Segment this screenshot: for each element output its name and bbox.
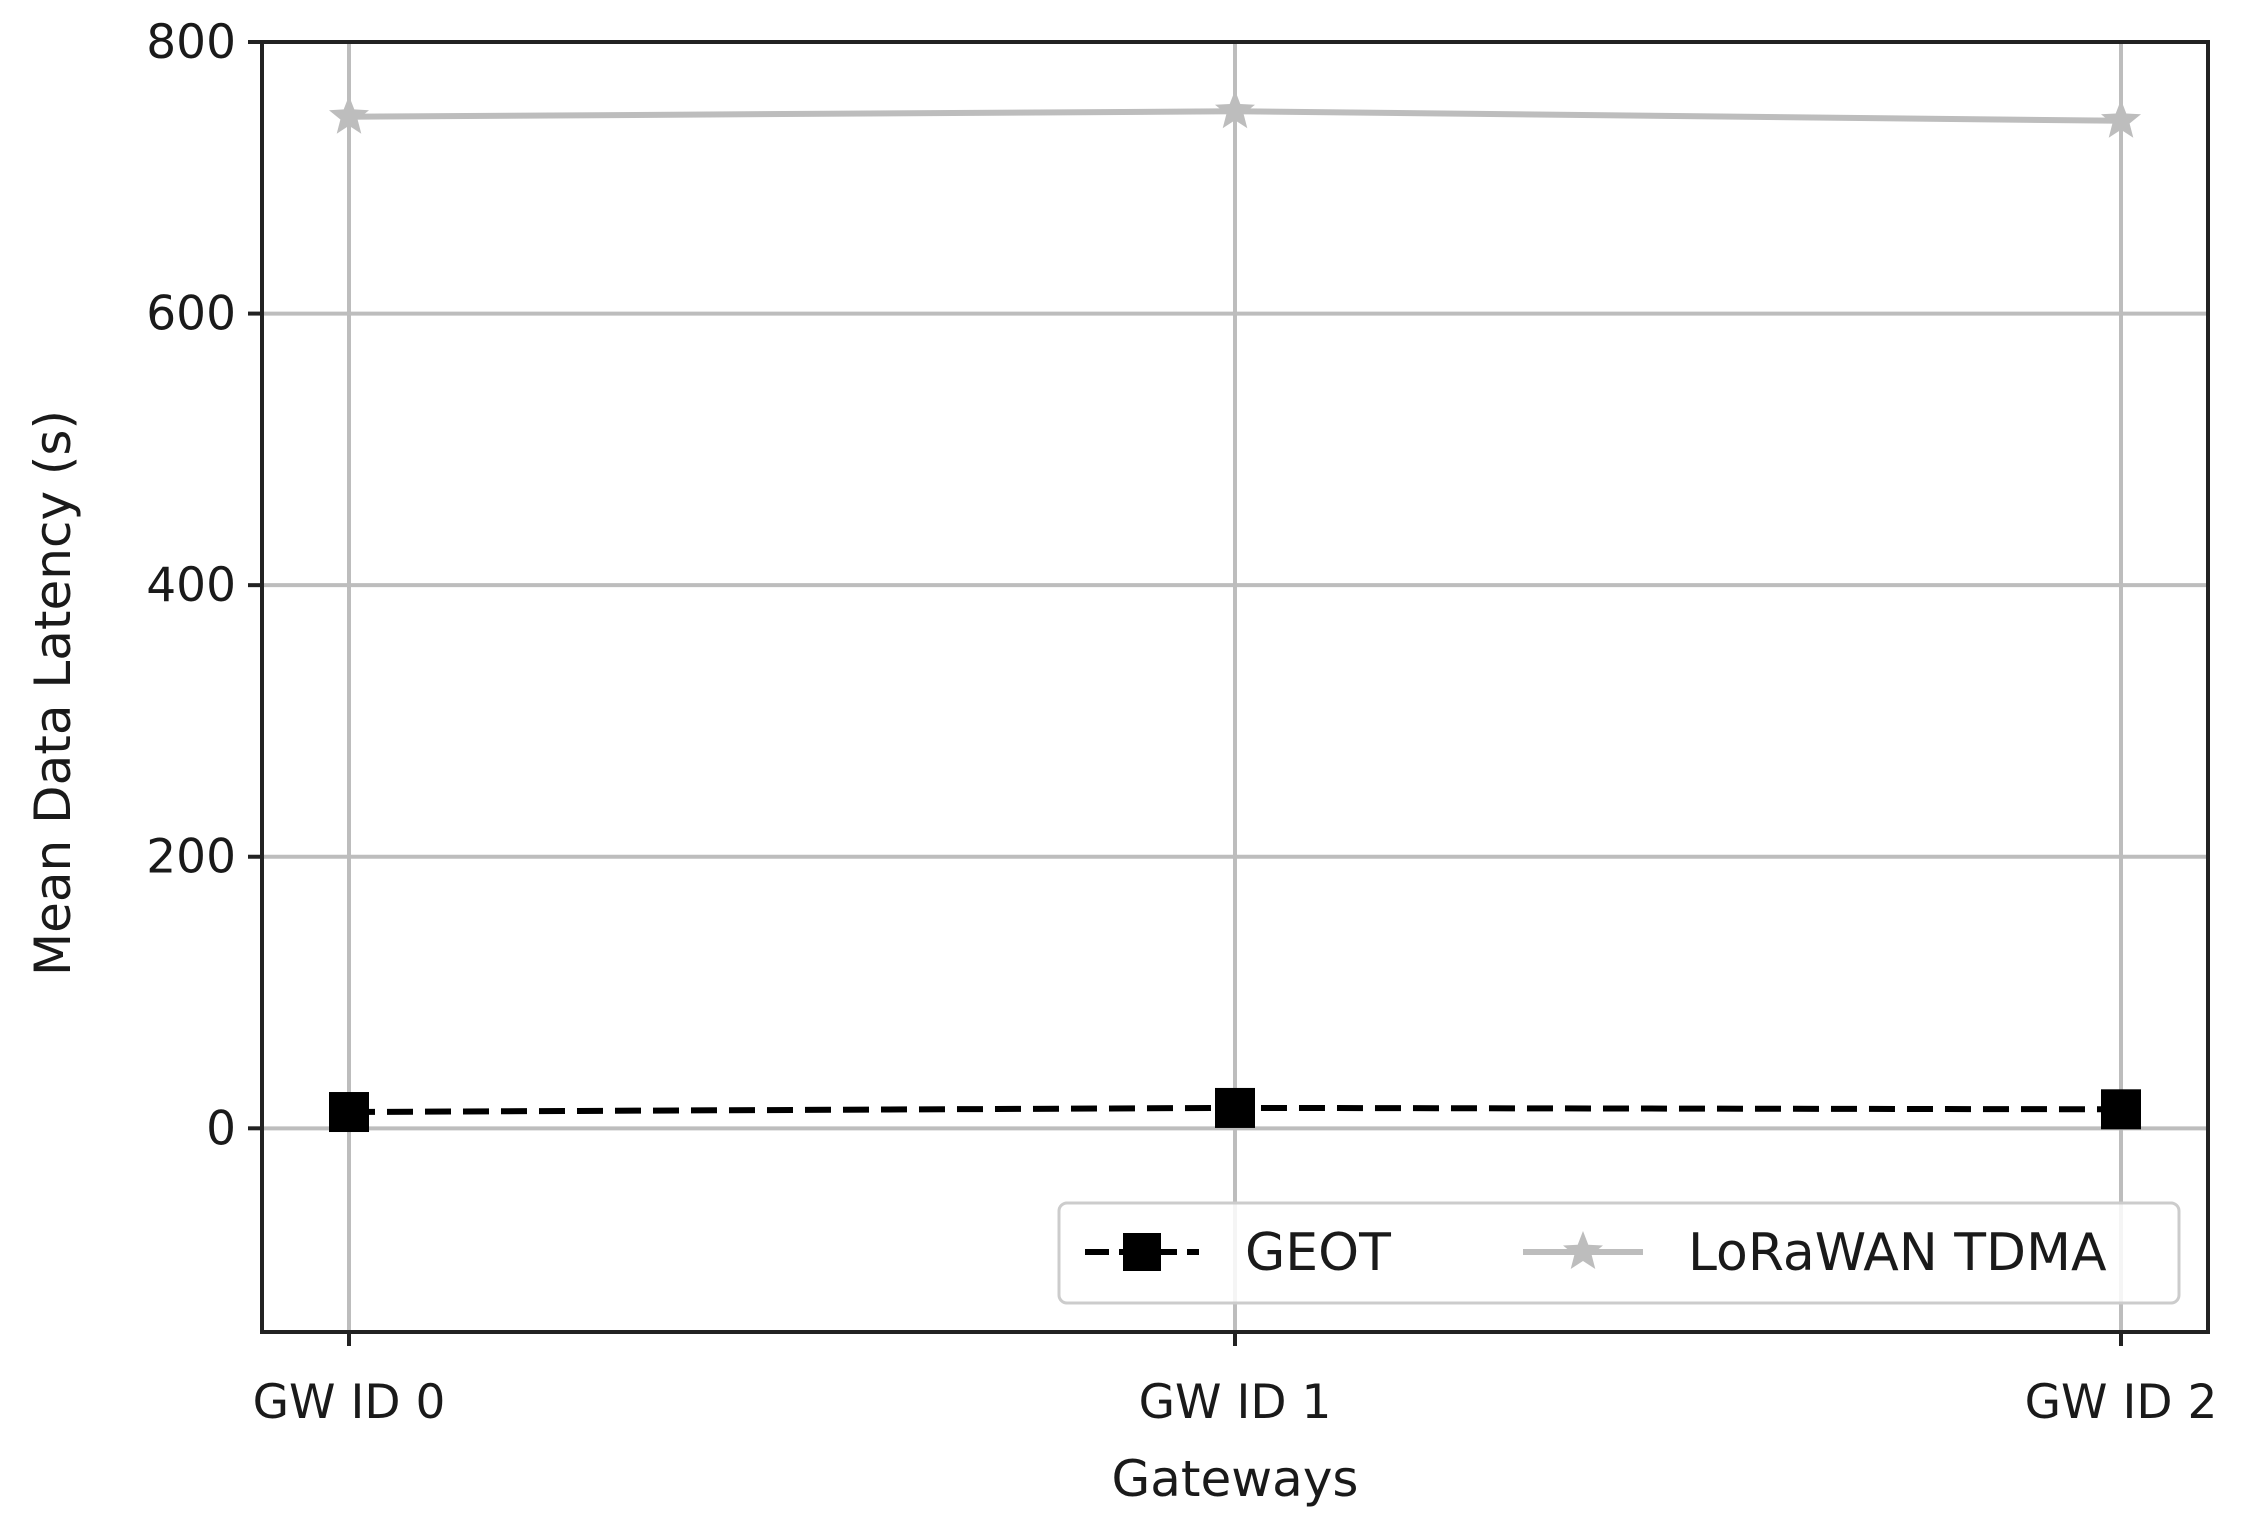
legend-geot-marker	[1123, 1233, 1161, 1271]
data-point-geot	[1215, 1087, 1255, 1128]
y-axis-label: Mean Data Latency (s)	[24, 410, 82, 976]
legend-label-geot: GEOT	[1245, 1223, 1391, 1283]
x-axis-label: Gateways	[1112, 1450, 1359, 1508]
tick-labels: GW ID 0 GW ID 1 GW ID 2 0 200 400 600 800	[146, 15, 2217, 1430]
series-layer	[329, 90, 2141, 1133]
x-tick-label: GW ID 0	[253, 1375, 446, 1430]
data-point-lorawan-tdma	[1215, 90, 1255, 129]
legend: GEOT LoRaWAN TDMA	[1057, 1201, 2181, 1305]
data-point-geot	[329, 1092, 369, 1133]
data-point-lorawan-tdma	[2101, 99, 2141, 138]
y-tick-label: 200	[146, 830, 236, 885]
y-tick-label: 800	[146, 15, 236, 70]
data-point-lorawan-tdma	[329, 95, 369, 134]
y-tick-label: 400	[146, 558, 236, 613]
legend-label-lorawan: LoRaWAN TDMA	[1688, 1223, 2107, 1283]
x-tick-label: GW ID 1	[1139, 1375, 1332, 1430]
x-tick-label: GW ID 2	[2025, 1375, 2218, 1430]
axis-ticks	[248, 40, 2123, 1346]
y-tick-label: 600	[146, 287, 236, 342]
data-point-geot	[2101, 1089, 2141, 1130]
y-tick-label: 0	[206, 1101, 236, 1156]
legend-lorawan-marker	[1563, 1231, 1603, 1269]
